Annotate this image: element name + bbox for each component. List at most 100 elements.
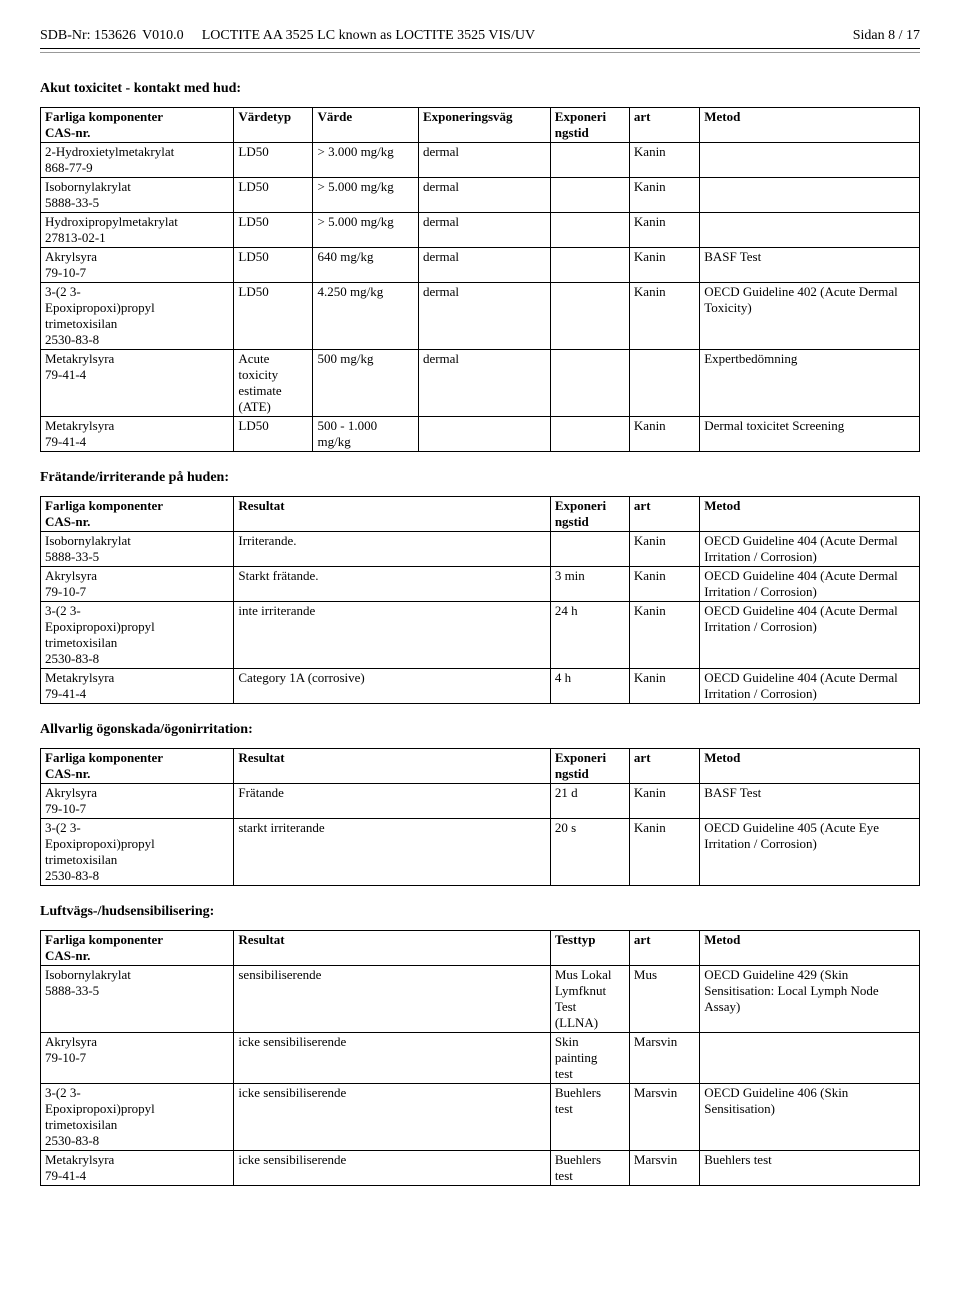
table-body: Akrylsyra 79-10-7Frätande21 dKaninBASF T… bbox=[41, 784, 920, 886]
table-cell: 500 - 1.000 mg/kg bbox=[313, 417, 418, 452]
column-header: Metod bbox=[700, 108, 920, 143]
table-cell: OECD Guideline 404 (Acute Dermal Irritat… bbox=[700, 602, 920, 669]
table-cell: LD50 bbox=[234, 283, 313, 350]
table-cell: Metakrylsyra 79-41-4 bbox=[41, 350, 234, 417]
table-row: 2-Hydroxietylmetakrylat 868-77-9LD50> 3.… bbox=[41, 143, 920, 178]
table-row: Hydroxipropylmetakrylat 27813-02-1LD50> … bbox=[41, 213, 920, 248]
table-cell: icke sensibiliserende bbox=[234, 1084, 550, 1151]
table-cell: Category 1A (corrosive) bbox=[234, 669, 550, 704]
section-title-eye-damage: Allvarlig ögonskada/ögonirritation: bbox=[40, 722, 920, 738]
table-cell: OECD Guideline 402 (Acute Dermal Toxicit… bbox=[700, 283, 920, 350]
table-cell: Kanin bbox=[629, 567, 699, 602]
table-cell: Dermal toxicitet Screening bbox=[700, 417, 920, 452]
table-cell bbox=[700, 1033, 920, 1084]
table-cell: Isobornylakrylat 5888-33-5 bbox=[41, 178, 234, 213]
table-cell: Marsvin bbox=[629, 1033, 699, 1084]
table-cell: 640 mg/kg bbox=[313, 248, 418, 283]
table-cell: Starkt frätande. bbox=[234, 567, 550, 602]
table-cell: Metakrylsyra 79-41-4 bbox=[41, 1151, 234, 1186]
table-cell: OECD Guideline 406 (Skin Sensitisation) bbox=[700, 1084, 920, 1151]
table-cell bbox=[700, 178, 920, 213]
table-cell: Marsvin bbox=[629, 1084, 699, 1151]
table-cell: OECD Guideline 405 (Acute Eye Irritation… bbox=[700, 819, 920, 886]
table-cell: OECD Guideline 404 (Acute Dermal Irritat… bbox=[700, 567, 920, 602]
table-acute-toxicity: Farliga komponenter CAS-nr.VärdetypVärde… bbox=[40, 107, 920, 452]
table-row: Akrylsyra 79-10-7icke sensibiliserendeSk… bbox=[41, 1033, 920, 1084]
header-divider-top bbox=[40, 48, 920, 49]
table-cell: Kanin bbox=[629, 417, 699, 452]
table-cell: > 5.000 mg/kg bbox=[313, 213, 418, 248]
table-cell bbox=[550, 417, 629, 452]
table-row: Metakrylsyra 79-41-4icke sensibiliserend… bbox=[41, 1151, 920, 1186]
table-cell: Buehlers test bbox=[700, 1151, 920, 1186]
table-cell: Kanin bbox=[629, 178, 699, 213]
table-cell: LD50 bbox=[234, 417, 313, 452]
table-cell: OECD Guideline 404 (Acute Dermal Irritat… bbox=[700, 669, 920, 704]
column-header: Farliga komponenter CAS-nr. bbox=[41, 497, 234, 532]
column-header: Exponeri ngstid bbox=[550, 497, 629, 532]
table-cell: 3-(2 3- Epoxipropoxi)propyl trimetoxisil… bbox=[41, 602, 234, 669]
section-title-sensitisation: Luftvägs-/hudsensibilisering: bbox=[40, 904, 920, 920]
table-cell bbox=[550, 350, 629, 417]
table-cell: 20 s bbox=[550, 819, 629, 886]
table-cell: 24 h bbox=[550, 602, 629, 669]
table-cell: BASF Test bbox=[700, 248, 920, 283]
table-cell bbox=[550, 178, 629, 213]
table-cell: sensibiliserende bbox=[234, 966, 550, 1033]
table-cell: Kanin bbox=[629, 602, 699, 669]
table-cell: dermal bbox=[418, 178, 550, 213]
table-cell: 4.250 mg/kg bbox=[313, 283, 418, 350]
table-body: Isobornylakrylat 5888-33-5Irriterande. Ka… bbox=[41, 532, 920, 704]
column-header: Resultat bbox=[234, 749, 550, 784]
header-divider-bottom bbox=[40, 52, 920, 53]
table-cell: Akrylsyra 79-10-7 bbox=[41, 784, 234, 819]
table-cell: dermal bbox=[418, 283, 550, 350]
column-header: Farliga komponenter CAS-nr. bbox=[41, 749, 234, 784]
table-cell: Isobornylakrylat 5888-33-5 bbox=[41, 532, 234, 567]
table-cell: LD50 bbox=[234, 213, 313, 248]
table-cell: Kanin bbox=[629, 669, 699, 704]
table-cell: Akrylsyra 79-10-7 bbox=[41, 567, 234, 602]
page-number: Sidan 8 / 17 bbox=[853, 28, 920, 44]
column-header: Farliga komponenter CAS-nr. bbox=[41, 108, 234, 143]
table-cell: 2-Hydroxietylmetakrylat 868-77-9 bbox=[41, 143, 234, 178]
table-cell bbox=[629, 350, 699, 417]
table-cell: dermal bbox=[418, 143, 550, 178]
column-header: Farliga komponenter CAS-nr. bbox=[41, 931, 234, 966]
table-row: Akrylsyra 79-10-7Frätande21 dKaninBASF T… bbox=[41, 784, 920, 819]
table-cell: > 5.000 mg/kg bbox=[313, 178, 418, 213]
page-header: SDB-Nr: 153626 V010.0 LOCTITE AA 3525 LC… bbox=[40, 28, 920, 44]
table-cell: Kanin bbox=[629, 819, 699, 886]
table-cell: 4 h bbox=[550, 669, 629, 704]
table-cell: > 3.000 mg/kg bbox=[313, 143, 418, 178]
table-cell: OECD Guideline 429 (Skin Sensitisation: … bbox=[700, 966, 920, 1033]
table-row: Isobornylakrylat 5888-33-5LD50> 5.000 mg… bbox=[41, 178, 920, 213]
table-header-row: Farliga komponenter CAS-nr.VärdetypVärde… bbox=[41, 108, 920, 143]
table-body: 2-Hydroxietylmetakrylat 868-77-9LD50> 3.… bbox=[41, 143, 920, 452]
table-row: Isobornylakrylat 5888-33-5Irriterande. Ka… bbox=[41, 532, 920, 567]
product-name: LOCTITE AA 3525 LC known as LOCTITE 3525… bbox=[202, 28, 535, 44]
table-row: Metakrylsyra 79-41-4LD50500 - 1.000 mg/k… bbox=[41, 417, 920, 452]
table-cell bbox=[550, 143, 629, 178]
table-cell: Mus bbox=[629, 966, 699, 1033]
table-cell: 500 mg/kg bbox=[313, 350, 418, 417]
table-cell: 21 d bbox=[550, 784, 629, 819]
section-title-acute-toxicity: Akut toxicitet - kontakt med hud: bbox=[40, 81, 920, 97]
table-row: 3-(2 3- Epoxipropoxi)propyl trimetoxisil… bbox=[41, 1084, 920, 1151]
table-cell: Irriterande. bbox=[234, 532, 550, 567]
column-header: art bbox=[629, 931, 699, 966]
column-header: Exponeringsväg bbox=[418, 108, 550, 143]
table-cell: Marsvin bbox=[629, 1151, 699, 1186]
table-cell: LD50 bbox=[234, 143, 313, 178]
table-cell: LD50 bbox=[234, 248, 313, 283]
table-row: 3-(2 3- Epoxipropoxi)propyl trimetoxisil… bbox=[41, 602, 920, 669]
table-cell: LD50 bbox=[234, 178, 313, 213]
table-cell: Kanin bbox=[629, 532, 699, 567]
table-row: Akrylsyra 79-10-7Starkt frätande.3 minKa… bbox=[41, 567, 920, 602]
table-cell bbox=[700, 213, 920, 248]
column-header: Metod bbox=[700, 749, 920, 784]
table-row: Isobornylakrylat 5888-33-5sensibiliseren… bbox=[41, 966, 920, 1033]
column-header: art bbox=[629, 749, 699, 784]
table-row: Metakrylsyra 79-41-4Acute toxicity estim… bbox=[41, 350, 920, 417]
table-cell bbox=[550, 532, 629, 567]
